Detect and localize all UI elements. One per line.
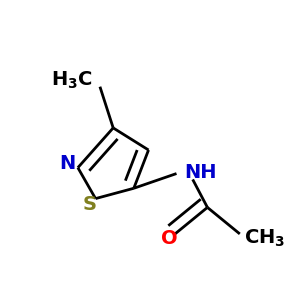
Text: N: N — [59, 154, 76, 173]
Text: O: O — [161, 229, 178, 248]
Text: NH: NH — [184, 163, 216, 182]
Text: $\mathregular{H_3C}$: $\mathregular{H_3C}$ — [51, 69, 93, 91]
Text: S: S — [82, 195, 97, 214]
Text: $\mathregular{CH_3}$: $\mathregular{CH_3}$ — [244, 228, 285, 249]
